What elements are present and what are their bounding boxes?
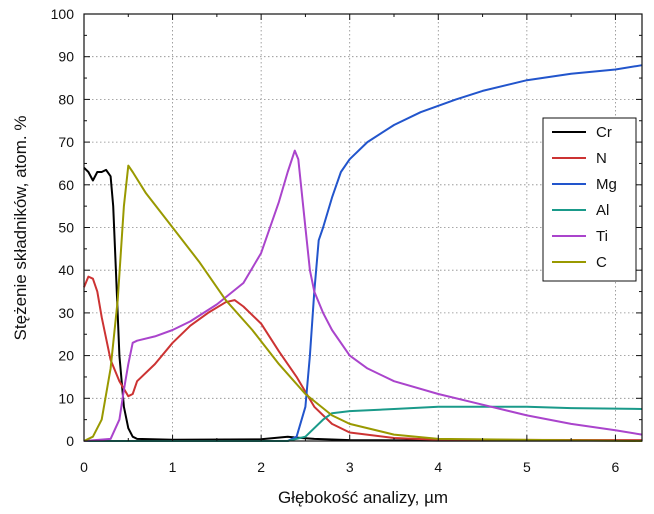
legend-box [542,117,637,282]
y-tick-label: 0 [66,433,74,449]
y-tick-label: 60 [58,177,74,193]
series-line-mg [84,64,643,442]
y-tick-label: 90 [58,49,74,65]
legend: Cr N Mg Al Ti C [542,117,637,282]
y-tick-label: 100 [51,6,75,22]
legend-label-al: Al [596,202,609,219]
x-tick-label: 3 [346,459,354,475]
y-tick-labels: 0 10 20 30 40 50 60 70 80 90 100 [51,6,75,449]
legend-label-ti: Ti [596,228,608,245]
series-line-ti [83,149,643,442]
y-tick-label: 30 [58,305,74,321]
legend-label-n: N [596,150,607,167]
series-line-al [84,405,643,442]
y-tick-label: 20 [58,348,74,364]
series-line-n [83,275,643,442]
x-tick-label: 2 [257,459,265,475]
legend-label-mg: Mg [596,176,617,193]
y-tick-label: 70 [58,134,74,150]
y-tick-label: 80 [58,91,74,107]
y-tick-label: 10 [58,390,74,406]
y-tick-label: 40 [58,262,74,278]
series-line-c [83,164,643,442]
x-axis-title: Głębokość analizy, µm [278,488,448,507]
x-tick-label: 6 [612,459,620,475]
axis-ticks [83,13,642,442]
x-tick-label: 1 [169,459,177,475]
x-tick-label: 5 [523,459,531,475]
legend-label-cr: Cr [596,124,612,141]
x-tick-labels: 0 1 2 3 4 5 6 [80,459,619,475]
x-tick-label: 4 [434,459,442,475]
y-tick-label: 50 [58,220,74,236]
legend-label-c: C [596,254,607,271]
y-axis-title: Stężenie składników, atom. % [11,116,30,341]
x-tick-label: 0 [80,459,88,475]
